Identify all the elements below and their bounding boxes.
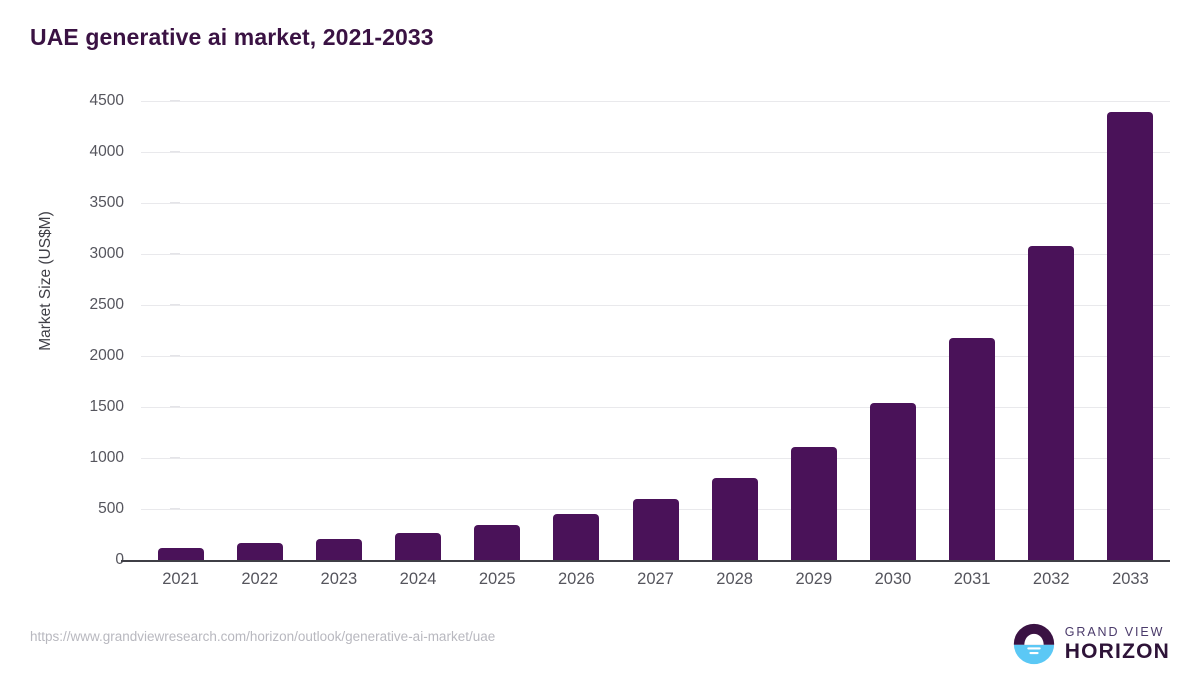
bar[interactable] xyxy=(236,543,283,560)
page-title: UAE generative ai market, 2021-2033 xyxy=(30,24,434,50)
bar[interactable] xyxy=(632,498,679,560)
y-axis-tick-label: 4500 xyxy=(89,92,124,109)
y-axis-tick-label: 1000 xyxy=(89,449,124,466)
gridline xyxy=(141,254,1170,255)
bar[interactable] xyxy=(157,547,204,560)
bar[interactable] xyxy=(790,447,837,560)
bar[interactable] xyxy=(315,539,362,560)
bar[interactable] xyxy=(1107,112,1154,560)
logo-line-horizon: HORIZON xyxy=(1064,640,1170,664)
x-axis-tick-label: 2026 xyxy=(557,570,595,588)
x-axis-tick-label: 2030 xyxy=(874,570,912,588)
brand-logo: GRAND VIEW HORIZON xyxy=(1013,621,1170,667)
x-axis-line xyxy=(121,560,1170,562)
x-axis-tick-label: 2031 xyxy=(953,570,991,588)
logo-line-grand-view: GRAND VIEW xyxy=(1064,624,1165,639)
x-axis-tick-label: 2025 xyxy=(478,570,516,588)
y-axis-tick-label: 2500 xyxy=(89,296,124,313)
y-axis-tick-label: 3000 xyxy=(89,245,124,262)
gridline xyxy=(141,203,1170,204)
y-axis-ticks: 0 500 1000 1500 2000 2500 3000 3500 4000 4500 xyxy=(46,92,180,568)
gridline xyxy=(141,407,1170,408)
bar[interactable] xyxy=(949,338,996,560)
bar[interactable] xyxy=(869,402,916,560)
x-axis-tick-label: 2033 xyxy=(1112,570,1149,588)
gridline xyxy=(141,152,1170,153)
x-axis-tick-label: 2024 xyxy=(399,570,437,588)
x-axis-ticks: 2021 2022 2023 2024 2025 2026 2027 2028 2029 2030… xyxy=(141,570,1170,600)
y-axis-tick-label: 3500 xyxy=(89,194,124,211)
y-axis-tick-label: 0 xyxy=(115,551,124,568)
logo-wordmark: GRAND VIEW HORIZON xyxy=(1065,626,1170,663)
x-axis-tick-label: 2023 xyxy=(320,570,358,588)
x-axis-tick-label: 2021 xyxy=(162,570,199,588)
bar[interactable] xyxy=(395,532,442,560)
y-axis-tick-label: 4000 xyxy=(89,143,124,160)
bar[interactable] xyxy=(1028,245,1075,560)
y-axis-tick-label: 2000 xyxy=(89,347,124,364)
x-axis-tick-label: 2027 xyxy=(637,570,674,588)
gridline xyxy=(141,101,1170,102)
horizon-mark-icon xyxy=(1013,623,1054,665)
y-axis-tick-label: 500 xyxy=(98,500,124,517)
x-axis-tick-label: 2032 xyxy=(1032,570,1070,588)
bar[interactable] xyxy=(474,525,521,560)
bar[interactable] xyxy=(553,514,600,560)
gridline xyxy=(141,458,1170,459)
x-axis-tick-label: 2022 xyxy=(241,570,279,588)
x-axis-tick-label: 2029 xyxy=(795,570,833,588)
gridline xyxy=(141,305,1170,306)
plot-area xyxy=(121,101,1170,562)
bar[interactable] xyxy=(711,478,758,560)
y-axis-tick-label: 1500 xyxy=(89,398,124,415)
gridline xyxy=(141,356,1170,357)
x-axis-tick-label: 2028 xyxy=(716,570,753,588)
source-url[interactable]: https://www.grandviewresearch.com/horizo… xyxy=(30,629,496,644)
